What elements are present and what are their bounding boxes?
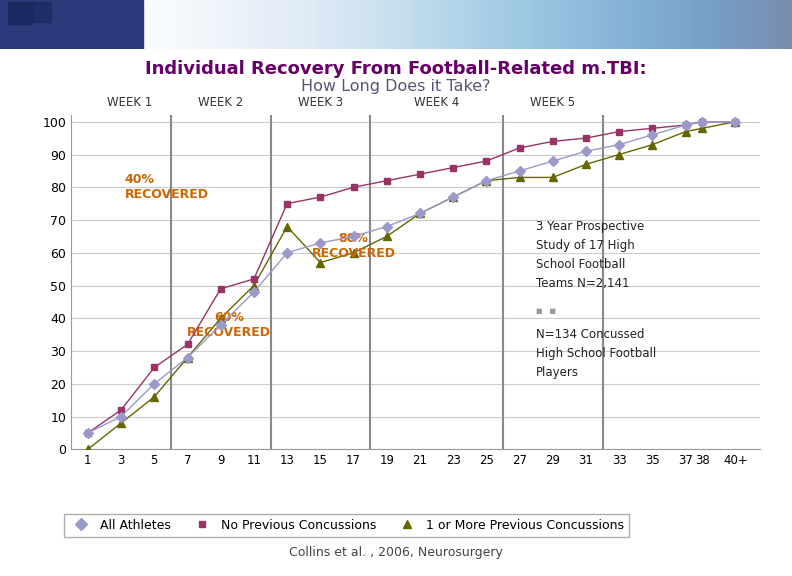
Bar <box>32 2 51 22</box>
Text: WEEK 3: WEEK 3 <box>298 96 343 109</box>
Text: ■   ■: ■ ■ <box>536 308 556 314</box>
Text: N=134 Concussed
High School Football
Players: N=134 Concussed High School Football Pla… <box>536 328 657 379</box>
Text: 60%
RECOVERED: 60% RECOVERED <box>187 311 271 339</box>
Text: 3 Year Prospective
Study of 17 High
School Football
Teams N=2,141: 3 Year Prospective Study of 17 High Scho… <box>536 220 645 290</box>
Text: 40%
RECOVERED: 40% RECOVERED <box>124 173 208 201</box>
Text: 80%
RECOVERED: 80% RECOVERED <box>311 232 395 260</box>
Bar <box>8 2 32 25</box>
Text: Collins et al. , 2006, Neurosurgery: Collins et al. , 2006, Neurosurgery <box>289 545 503 559</box>
Text: WEEK 5: WEEK 5 <box>530 96 575 109</box>
Text: How Long Does it Take?: How Long Does it Take? <box>301 79 491 94</box>
Text: WEEK 4: WEEK 4 <box>414 96 459 109</box>
Text: WEEK 1: WEEK 1 <box>107 96 152 109</box>
Text: Individual Recovery From Football-Related m.TBI:: Individual Recovery From Football-Relate… <box>145 60 647 78</box>
Text: WEEK 2: WEEK 2 <box>198 96 243 109</box>
Legend: All Athletes, No Previous Concussions, 1 or More Previous Concussions: All Athletes, No Previous Concussions, 1… <box>63 514 630 537</box>
Bar <box>0 0 143 49</box>
